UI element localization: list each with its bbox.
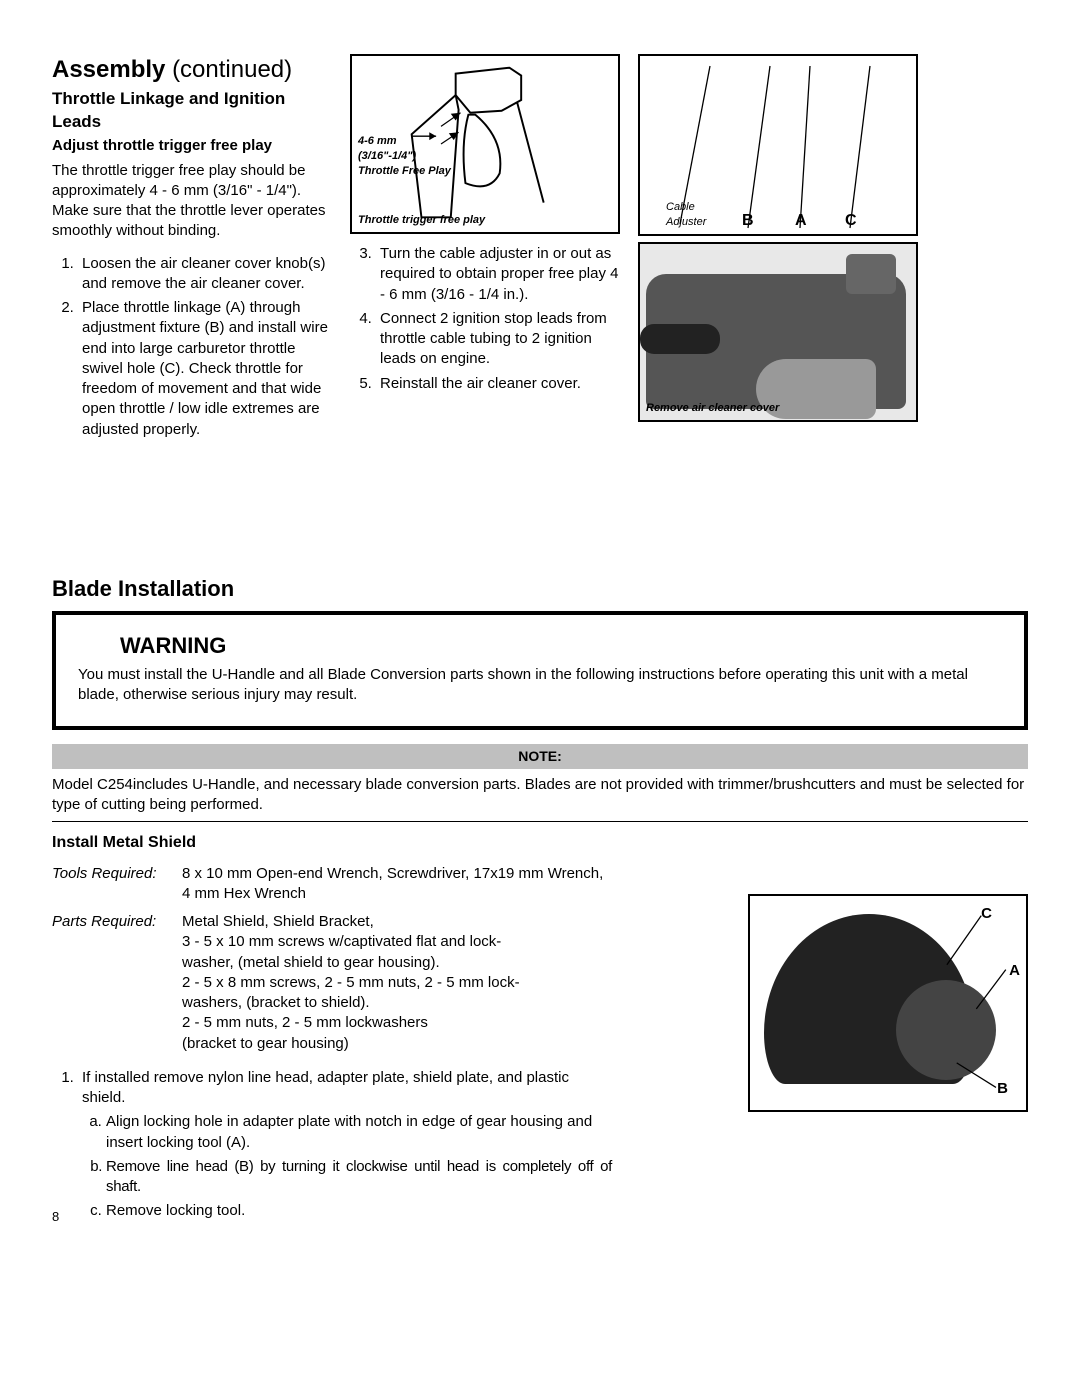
label-c: C — [845, 210, 857, 232]
assembly-section: Assembly (continued) Throttle Linkage an… — [52, 54, 1028, 444]
note-bar: NOTE: — [52, 744, 1028, 769]
assembly-title: Assembly (continued) — [52, 54, 332, 86]
intro-paragraph: The throttle trigger free play should be… — [52, 161, 332, 242]
figure1-caption: Throttle trigger free play — [358, 213, 485, 228]
fig4-label-b: B — [997, 1079, 1008, 1099]
pointer-lines-icon — [750, 896, 1026, 1110]
assembly-left-column: Assembly (continued) Throttle Linkage an… — [52, 54, 332, 444]
divider — [52, 821, 1028, 822]
figure1-dimension-text: 4-6 mm (3/16"-1/4") Throttle Free Play — [358, 134, 451, 179]
warning-box: WARNING You must install the U-Handle an… — [52, 611, 1028, 729]
list-item: Remove line head (B) by turning it clock… — [106, 1157, 612, 1198]
tools-label: Tools Required: — [52, 864, 182, 905]
warning-heading: WARNING — [120, 631, 1002, 661]
fig4-label-a: A — [1009, 961, 1020, 981]
warning-text: You must install the U-Handle and all Bl… — [78, 665, 1002, 706]
figure3-caption: Remove air cleaner cover — [646, 401, 779, 416]
parts-required-row: Parts Required: Metal Shield, Shield Bra… — [52, 912, 612, 1054]
list-item: Place throttle linkage (A) through adjus… — [78, 298, 332, 440]
shield-right-column: C A B — [748, 864, 1028, 1226]
shield-row: Tools Required: 8 x 10 mm Open-end Wrenc… — [52, 864, 1028, 1226]
step1-text: If installed remove nylon line head, ada… — [82, 1069, 569, 1106]
sub-steps-list: Align locking hole in adapter plate with… — [82, 1112, 612, 1221]
list-item: Remove locking tool. — [106, 1201, 612, 1221]
label-a: A — [795, 210, 807, 232]
title-bold: Assembly — [52, 56, 165, 83]
title-continued: (continued) — [172, 56, 292, 83]
adjust-step-title: Adjust throttle trigger free play — [52, 136, 332, 156]
list-item: Reinstall the air cleaner cover. — [376, 374, 620, 394]
tools-required-row: Tools Required: 8 x 10 mm Open-end Wrenc… — [52, 864, 612, 905]
blade-title: Blade Installation — [52, 574, 1028, 604]
cable-adjuster-figure: Cable Adjuster B A C — [638, 54, 918, 236]
label-b: B — [742, 210, 754, 232]
list-item: Connect 2 ignition stop leads from throt… — [376, 309, 620, 370]
mid-steps-list: Turn the cable adjuster in or out as req… — [350, 244, 620, 394]
engine-photo-placeholder — [646, 274, 906, 409]
assembly-right-column: Cable Adjuster B A C Remove air cleaner … — [638, 54, 918, 444]
fig4-label-c: C — [981, 904, 992, 924]
cable-label: Cable Adjuster — [666, 200, 706, 230]
list-item: Loosen the air cleaner cover knob(s) and… — [78, 254, 332, 295]
parts-label: Parts Required: — [52, 912, 182, 1054]
parts-value: Metal Shield, Shield Bracket, 3 - 5 x 10… — [182, 912, 552, 1054]
note-text: Model C254includes U-Handle, and necessa… — [52, 775, 1028, 816]
air-cleaner-figure: Remove air cleaner cover — [638, 242, 918, 422]
install-shield-heading: Install Metal Shield — [52, 832, 1028, 854]
list-item: Align locking hole in adapter plate with… — [106, 1112, 612, 1153]
metal-shield-figure: C A B — [748, 894, 1028, 1112]
page-number: 8 — [52, 1208, 59, 1226]
list-item: If installed remove nylon line head, ada… — [78, 1068, 612, 1222]
assembly-mid-column: 4-6 mm (3/16"-1/4") Throttle Free Play T… — [350, 54, 620, 444]
left-steps-list: Loosen the air cleaner cover knob(s) and… — [52, 254, 332, 440]
tools-value: 8 x 10 mm Open-end Wrench, Screwdriver, … — [182, 864, 603, 905]
list-item: Turn the cable adjuster in or out as req… — [376, 244, 620, 305]
install-steps-list: If installed remove nylon line head, ada… — [52, 1068, 612, 1222]
throttle-trigger-figure: 4-6 mm (3/16"-1/4") Throttle Free Play T… — [350, 54, 620, 234]
blade-section: Blade Installation WARNING You must inst… — [52, 574, 1028, 1226]
shield-left-column: Tools Required: 8 x 10 mm Open-end Wrenc… — [52, 864, 612, 1226]
throttle-subtitle: Throttle Linkage and Ignition Leads — [52, 88, 332, 134]
